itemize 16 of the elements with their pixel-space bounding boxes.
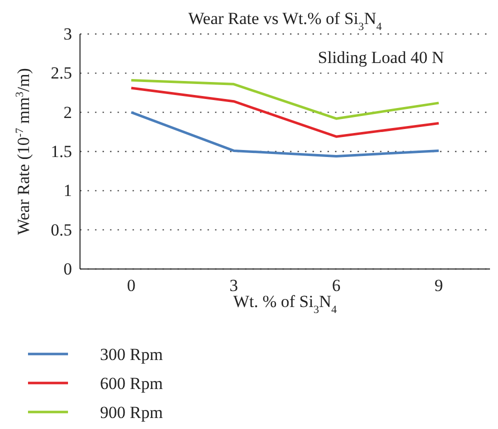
y-tick-label: 0.5 — [50, 220, 72, 240]
y-tick-label: 1.5 — [50, 142, 72, 161]
x-tick-label: 9 — [434, 276, 443, 296]
x-tick-label: 0 — [127, 276, 136, 296]
line-series — [130, 86, 440, 138]
chart-title: Wear Rate vs Wt.% of Si$_{3}$N$_{4}$ — [188, 9, 382, 33]
y-tick-label: 2.5 — [50, 64, 72, 83]
legend-label: 300 Rpm — [100, 345, 163, 364]
y-tick-label: 2 — [64, 102, 72, 122]
line-series — [130, 78, 440, 120]
y-tick-label: 1 — [64, 181, 72, 200]
legend-label: 600 Rpm — [100, 374, 163, 393]
y-tick-label: 0 — [64, 259, 72, 278]
y-tick-label: 3 — [64, 24, 72, 44]
annotation: Sliding Load 40 N — [318, 48, 444, 67]
legend-label: 900 Rpm — [100, 403, 163, 422]
